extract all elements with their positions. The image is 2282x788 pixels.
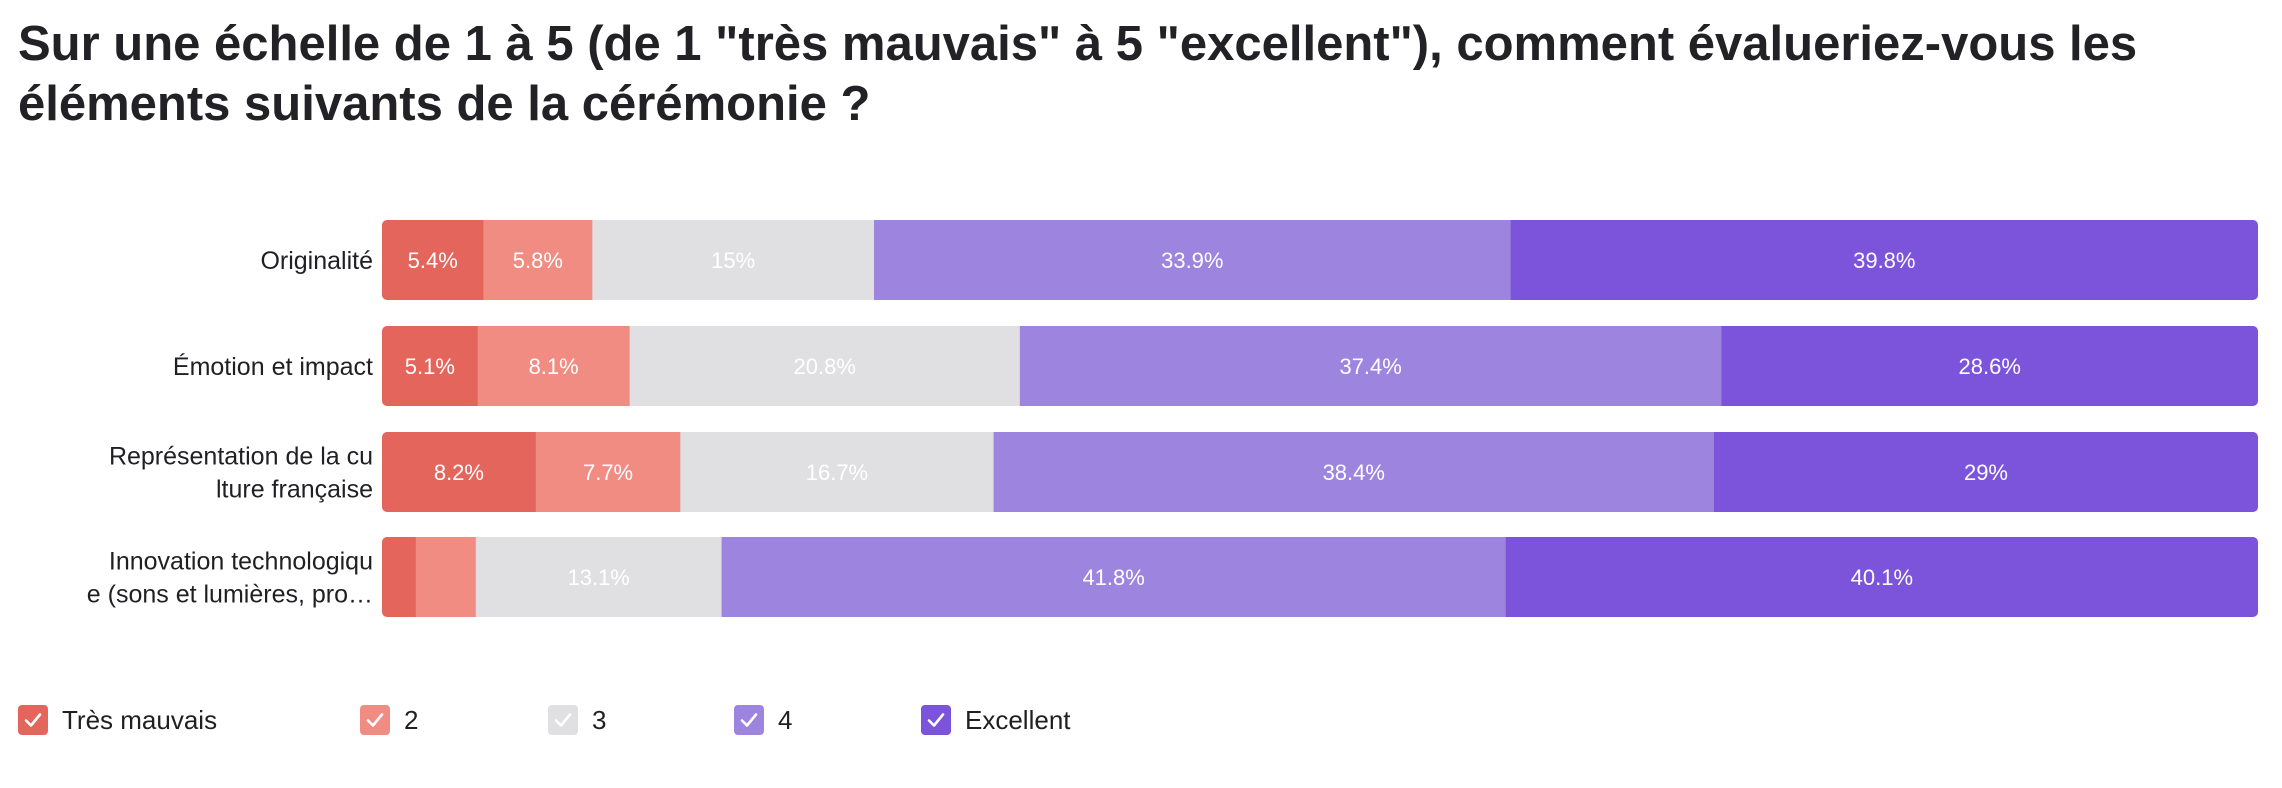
data-label-originalite-2: 5.8% bbox=[513, 248, 563, 273]
check-icon bbox=[734, 705, 764, 735]
check-icon bbox=[360, 705, 390, 735]
data-label-emotion-et-impact-tres-mauvais: 5.1% bbox=[405, 354, 455, 379]
legend-item-tres-mauvais[interactable]: Très mauvais bbox=[18, 700, 217, 740]
data-label-emotion-et-impact-3: 20.8% bbox=[794, 354, 856, 379]
category-label-representation-de-la-culture-francaise: Représentation de la cu lture française bbox=[109, 443, 373, 504]
data-label-innovation-technologique-sons-et-lumieres-projections-3: 13.1% bbox=[567, 565, 629, 590]
segment-emotion-et-impact-4[interactable] bbox=[1019, 326, 1723, 406]
data-label-representation-de-la-culture-francaise-2: 7.7% bbox=[583, 460, 633, 485]
segment-innovation-technologique-sons-et-lumieres-projections-3[interactable] bbox=[475, 537, 723, 617]
chart-title: Sur une échelle de 1 à 5 (de 1 "très mau… bbox=[18, 17, 2138, 131]
segment-representation-de-la-culture-francaise-4[interactable] bbox=[993, 432, 1715, 512]
legend-item-2[interactable]: 2 bbox=[360, 700, 418, 740]
segment-representation-de-la-culture-francaise-3[interactable] bbox=[680, 432, 995, 512]
segment-representation-de-la-culture-francaise-2[interactable] bbox=[535, 432, 681, 512]
legend-label: Très mauvais bbox=[62, 704, 218, 735]
segment-originalite-3[interactable] bbox=[592, 220, 875, 300]
data-label-originalite-excellent: 39.8% bbox=[1853, 248, 1915, 273]
bar-emotion-et-impact bbox=[382, 326, 2258, 406]
check-icon bbox=[18, 705, 48, 735]
legend-item-4[interactable]: 4 bbox=[734, 700, 792, 740]
data-label-representation-de-la-culture-francaise-3: 16.7% bbox=[806, 460, 868, 485]
data-label-originalite-3: 15% bbox=[711, 248, 755, 273]
data-label-originalite-4: 33.9% bbox=[1161, 248, 1223, 273]
segment-emotion-et-impact-3[interactable] bbox=[629, 326, 1021, 406]
bar-innovation-technologique-sons-et-lumieres-projections bbox=[382, 537, 2259, 617]
stacked-bar-chart: Originalité 5.4% 5.8% 15% 33.9% 39.8% Émotion … bbox=[87, 220, 2259, 617]
segment-originalite-excellent[interactable] bbox=[1510, 220, 2259, 300]
segment-emotion-et-impact-tres-mauvais[interactable] bbox=[382, 326, 479, 406]
legend-label: 3 bbox=[592, 704, 607, 735]
category-label-emotion-et-impact: Émotion et impact bbox=[173, 352, 373, 381]
data-label-emotion-et-impact-excellent: 28.6% bbox=[1959, 354, 2021, 379]
data-label-innovation-technologique-sons-et-lumieres-projections-excellent: 40.1% bbox=[1851, 565, 1913, 590]
data-label-representation-de-la-culture-francaise-tres-mauvais: 8.2% bbox=[434, 460, 484, 485]
data-label-emotion-et-impact-4: 37.4% bbox=[1339, 354, 1401, 379]
legend-label: Excellent bbox=[965, 704, 1071, 735]
segment-representation-de-la-culture-francaise-excellent[interactable] bbox=[1713, 432, 2259, 512]
data-label-representation-de-la-culture-francaise-4: 38.4% bbox=[1323, 460, 1385, 485]
segment-representation-de-la-culture-francaise-tres-mauvais[interactable] bbox=[382, 432, 537, 512]
bar-originalite bbox=[382, 220, 2259, 300]
check-icon bbox=[548, 705, 578, 735]
segment-originalite-tres-mauvais[interactable] bbox=[382, 220, 485, 300]
data-label-originalite-tres-mauvais: 5.4% bbox=[408, 248, 458, 273]
segment-originalite-2[interactable] bbox=[483, 220, 593, 300]
segment-emotion-et-impact-2[interactable] bbox=[477, 326, 631, 406]
legend-item-excellent[interactable]: Excellent bbox=[921, 700, 1071, 740]
legend-label: 4 bbox=[778, 704, 793, 735]
data-label-emotion-et-impact-2: 8.1% bbox=[529, 354, 579, 379]
category-label-originalite: Originalité bbox=[260, 247, 373, 275]
category-label-innovation-technologique-sons-et-lumieres-projections: Innovation technologiqu e (sons et lumièr… bbox=[87, 548, 373, 609]
data-label-representation-de-la-culture-francaise-excellent: 29% bbox=[1964, 460, 2008, 485]
legend-item-3[interactable]: 3 bbox=[548, 700, 606, 740]
segment-innovation-technologique-sons-et-lumieres-projections-2[interactable] bbox=[415, 537, 477, 617]
segment-emotion-et-impact-excellent[interactable] bbox=[1721, 326, 2258, 406]
segment-originalite-4[interactable] bbox=[874, 220, 1512, 300]
bar-representation-de-la-culture-francaise bbox=[382, 432, 2259, 512]
check-icon bbox=[921, 705, 951, 735]
segment-innovation-technologique-sons-et-lumieres-projections-tres-mauvais[interactable] bbox=[382, 537, 417, 617]
segment-innovation-technologique-sons-et-lumieres-projections-4[interactable] bbox=[721, 537, 1507, 617]
segment-innovation-technologique-sons-et-lumieres-projections-excellent[interactable] bbox=[1505, 537, 2259, 617]
data-label-innovation-technologique-sons-et-lumieres-projections-4: 41.8% bbox=[1082, 565, 1144, 590]
chart-legend: Très mauvais 2 3 4 Excellent bbox=[18, 700, 1218, 740]
legend-label: 2 bbox=[404, 704, 419, 735]
